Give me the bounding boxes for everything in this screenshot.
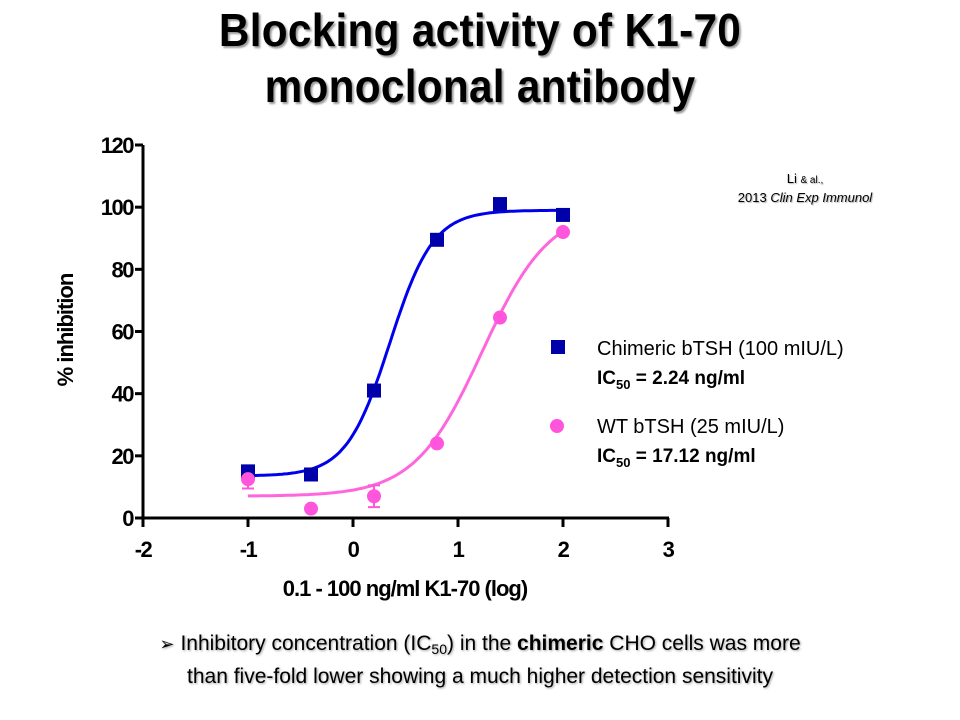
data-point-wt [556,225,570,240]
y-ticks: 0 20 40 60 80 100 120 [101,133,143,531]
citation-journal: Clin Exp Immunol [770,190,873,205]
title-line-2: monoclonal antibody [264,60,696,112]
x-axis-title: 0.1 - 100 ng/ml K1-70 (log) [283,576,528,601]
x-tick-label: -2 [135,537,153,562]
data-point-wt [430,436,444,451]
data-point-wt [367,489,381,504]
y-tick-label: 20 [112,444,135,469]
y-tick-label: 100 [101,195,134,220]
footer-line-1: ➢ Inhibitory concentration (IC50) in the … [159,632,801,657]
legend-ic50-wt: IC50 = 17.12 ng/ml [597,446,756,470]
legend-label-wt: WT bTSH (25 mIU/L) [597,416,784,438]
y-tick-label: 120 [101,133,134,158]
data-point-chimeric [430,232,444,247]
fit-curve-chimeric [248,208,563,478]
y-tick-label: 80 [112,257,135,282]
y-tick-label: 40 [112,382,135,407]
fit-curves [247,208,564,498]
x-tick-label: 3 [663,537,675,562]
legend-square-marker [551,340,565,354]
x-tick-label: 0 [348,537,360,562]
slide-title: Blocking activity of K1-70 monoclonal an… [0,2,960,114]
citation-author: Li [786,171,797,186]
citation: Li & al., 2013 Clin Exp Immunol [700,170,910,206]
legend: Chimeric bTSH (100 mIU/L) IC50 = 2.24 ng… [550,338,844,470]
data-point-wt [241,472,255,487]
y-axis-title: % inhibition [53,273,78,386]
legend-item-chimeric: Chimeric bTSH (100 mIU/L) IC50 = 2.24 ng… [551,338,844,392]
data-point-chimeric [304,467,318,482]
citation-year: 2013 [737,190,767,205]
data-points [241,197,570,516]
data-point-chimeric [367,383,381,398]
axes: 0 20 40 60 80 100 120 -2 -1 0 1 2 3 [101,133,676,562]
citation-etal: & al., [800,175,824,186]
bullet-arrow-icon: ➢ [159,634,175,654]
x-tick-label: 2 [558,537,570,562]
x-tick-label: 1 [453,537,465,562]
data-point-chimeric [493,197,507,212]
footer-line-2: than five-fold lower showing a much high… [187,665,773,688]
data-point-chimeric [556,207,570,222]
legend-item-wt: WT bTSH (25 mIU/L) IC50 = 17.12 ng/ml [550,416,784,470]
title-line-1: Blocking activity of K1-70 [218,4,742,56]
legend-ic50-chimeric: IC50 = 2.24 ng/ml [597,368,745,392]
y-tick-label: 60 [112,320,135,345]
legend-circle-marker [550,419,564,433]
data-point-wt [304,501,318,516]
data-point-wt [493,310,507,325]
x-ticks: -2 -1 0 1 2 3 [135,518,676,562]
y-tick-label: 0 [122,506,134,531]
legend-label-chimeric: Chimeric bTSH (100 mIU/L) [597,338,844,360]
fit-curve-wt [247,230,564,498]
x-tick-label: -1 [240,537,258,562]
footer-note: ➢ Inhibitory concentration (IC50) in the … [0,630,960,691]
footer-emphasis: chimeric [517,632,604,655]
